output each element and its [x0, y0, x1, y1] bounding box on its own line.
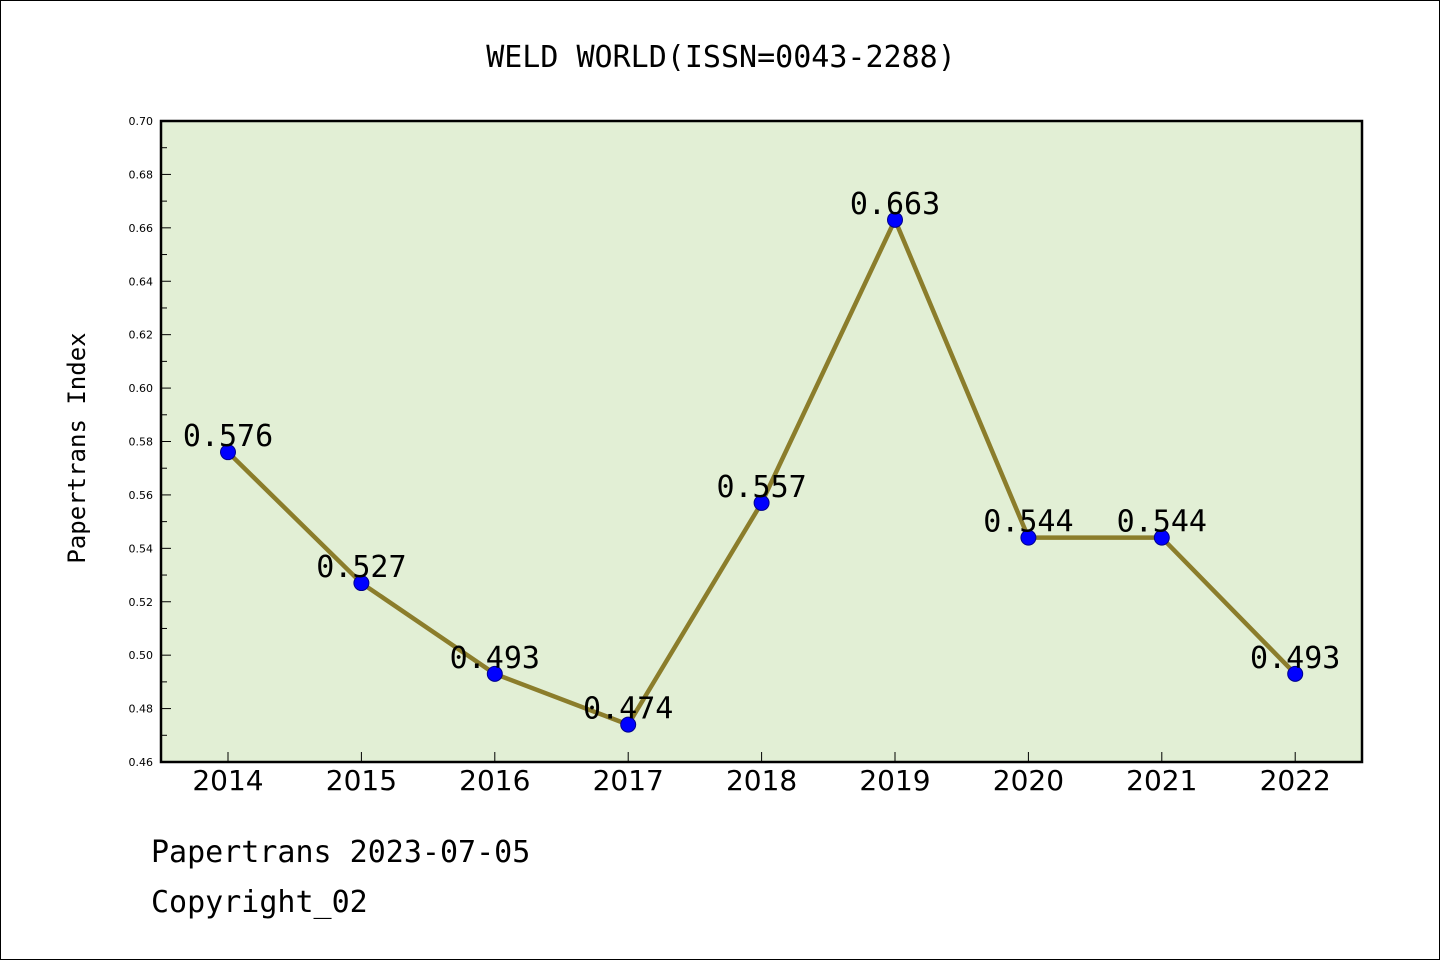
x-tick-label: 2016 [459, 764, 530, 797]
y-tick-label: 0.46 [129, 756, 154, 769]
data-label: 0.493 [450, 641, 540, 676]
x-tick-label: 2020 [993, 764, 1064, 797]
x-tick-label: 2019 [859, 764, 930, 797]
data-label: 0.527 [316, 550, 406, 585]
data-label: 0.544 [1117, 505, 1207, 540]
data-point-marker [753, 494, 770, 511]
data-point-marker [1287, 665, 1304, 682]
series-line-papertrans-index [220, 211, 1304, 733]
data-labels: 0.576 0.527 0.493 0.474 0.557 0.663 0.544 0.544… [183, 187, 1341, 727]
data-label: 0.474 [583, 692, 673, 727]
y-tick-label: 0.70 [129, 115, 154, 128]
data-point-marker [486, 665, 503, 682]
data-label: 0.576 [183, 419, 273, 454]
data-label: 0.663 [850, 187, 940, 222]
y-tick-label: 0.48 [129, 703, 154, 716]
y-tick-label: 0.56 [129, 489, 154, 502]
footer-date: Papertrans 2023-07-05 [151, 835, 531, 870]
axes: 0.46 0.48 0.50 0.52 0.54 0.56 0.58 0.60 0.62 0.64… [129, 115, 1331, 797]
y-tick-label: 0.60 [129, 382, 154, 395]
y-tick-label: 0.64 [129, 275, 154, 288]
data-label: 0.544 [983, 505, 1073, 540]
chart-title: WELD WORLD(ISSN=0043-2288) [486, 40, 956, 75]
data-point-marker [353, 575, 370, 592]
plot-frame [159, 119, 1364, 764]
y-axis-label: Papertrans Index [63, 332, 91, 563]
y-tick-label: 0.58 [129, 436, 154, 449]
data-point-marker [887, 211, 903, 228]
data-point-marker [220, 444, 236, 461]
y-tick-label: 0.52 [129, 596, 154, 609]
y-tick-label: 0.66 [129, 222, 154, 235]
x-tick-label: 2017 [593, 764, 664, 797]
footer-copyright: Copyright_02 [151, 885, 368, 920]
data-point-marker [1020, 529, 1037, 546]
y-tick-label: 0.68 [129, 168, 154, 181]
y-tick-label: 0.62 [129, 329, 154, 342]
data-label: 0.493 [1250, 641, 1340, 676]
x-tick-label: 2022 [1260, 764, 1331, 797]
x-tick-label: 2018 [726, 764, 797, 797]
data-label: 0.557 [716, 470, 806, 505]
y-tick-label: 0.54 [129, 542, 154, 555]
x-tick-label: 2021 [1126, 764, 1197, 797]
y-tick-label: 0.50 [129, 649, 154, 662]
data-point-marker [1153, 529, 1170, 546]
data-point-marker [620, 716, 637, 733]
x-tick-label: 2015 [326, 764, 397, 797]
plot-area [161, 121, 1362, 762]
x-tick-label: 2014 [192, 764, 263, 797]
